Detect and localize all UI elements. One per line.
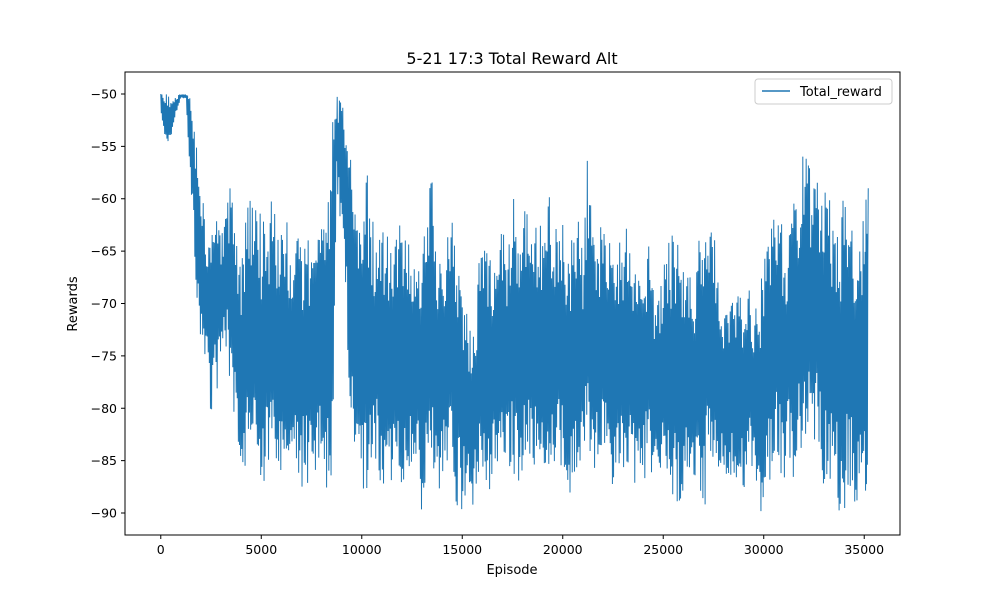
legend: Total_reward: [754, 78, 893, 105]
chart-title: 5-21 17:3 Total Reward Alt: [406, 49, 617, 68]
x-tick-label: 20000: [543, 542, 583, 557]
y-tick-label: −60: [91, 191, 117, 206]
y-tick-label: −80: [91, 401, 117, 416]
series-layer: [160, 93, 869, 512]
y-tick-label: −65: [91, 244, 117, 259]
x-tick-label: 35000: [844, 542, 884, 557]
y-axis-ticks: −50 −55 −60 −65 −70 −75 −80 −85 −90: [91, 86, 125, 521]
y-axis-label: Rewards: [66, 276, 81, 331]
plot-area-frame: [124, 71, 901, 536]
legend-label: Total_reward: [799, 85, 882, 100]
x-tick-label: 30000: [744, 542, 784, 557]
y-tick-label: −85: [91, 453, 117, 468]
x-tick-label: 15000: [442, 542, 482, 557]
x-tick-label: 0: [157, 542, 165, 557]
x-axis-label: Episode: [486, 563, 537, 578]
x-tick-label: 5000: [245, 542, 277, 557]
y-tick-label: −50: [91, 86, 117, 101]
y-tick-label: −75: [91, 348, 117, 363]
x-tick-label: 10000: [342, 542, 382, 557]
y-tick-label: −55: [91, 139, 117, 154]
y-tick-label: −90: [91, 506, 117, 521]
x-axis-ticks: 0 5000 10000 15000 20000 25000 30000 35000: [157, 535, 884, 557]
y-tick-label: −70: [91, 296, 117, 311]
legend-box: [754, 78, 893, 105]
x-tick-label: 25000: [643, 542, 683, 557]
series-line-total-reward: [160, 93, 869, 512]
